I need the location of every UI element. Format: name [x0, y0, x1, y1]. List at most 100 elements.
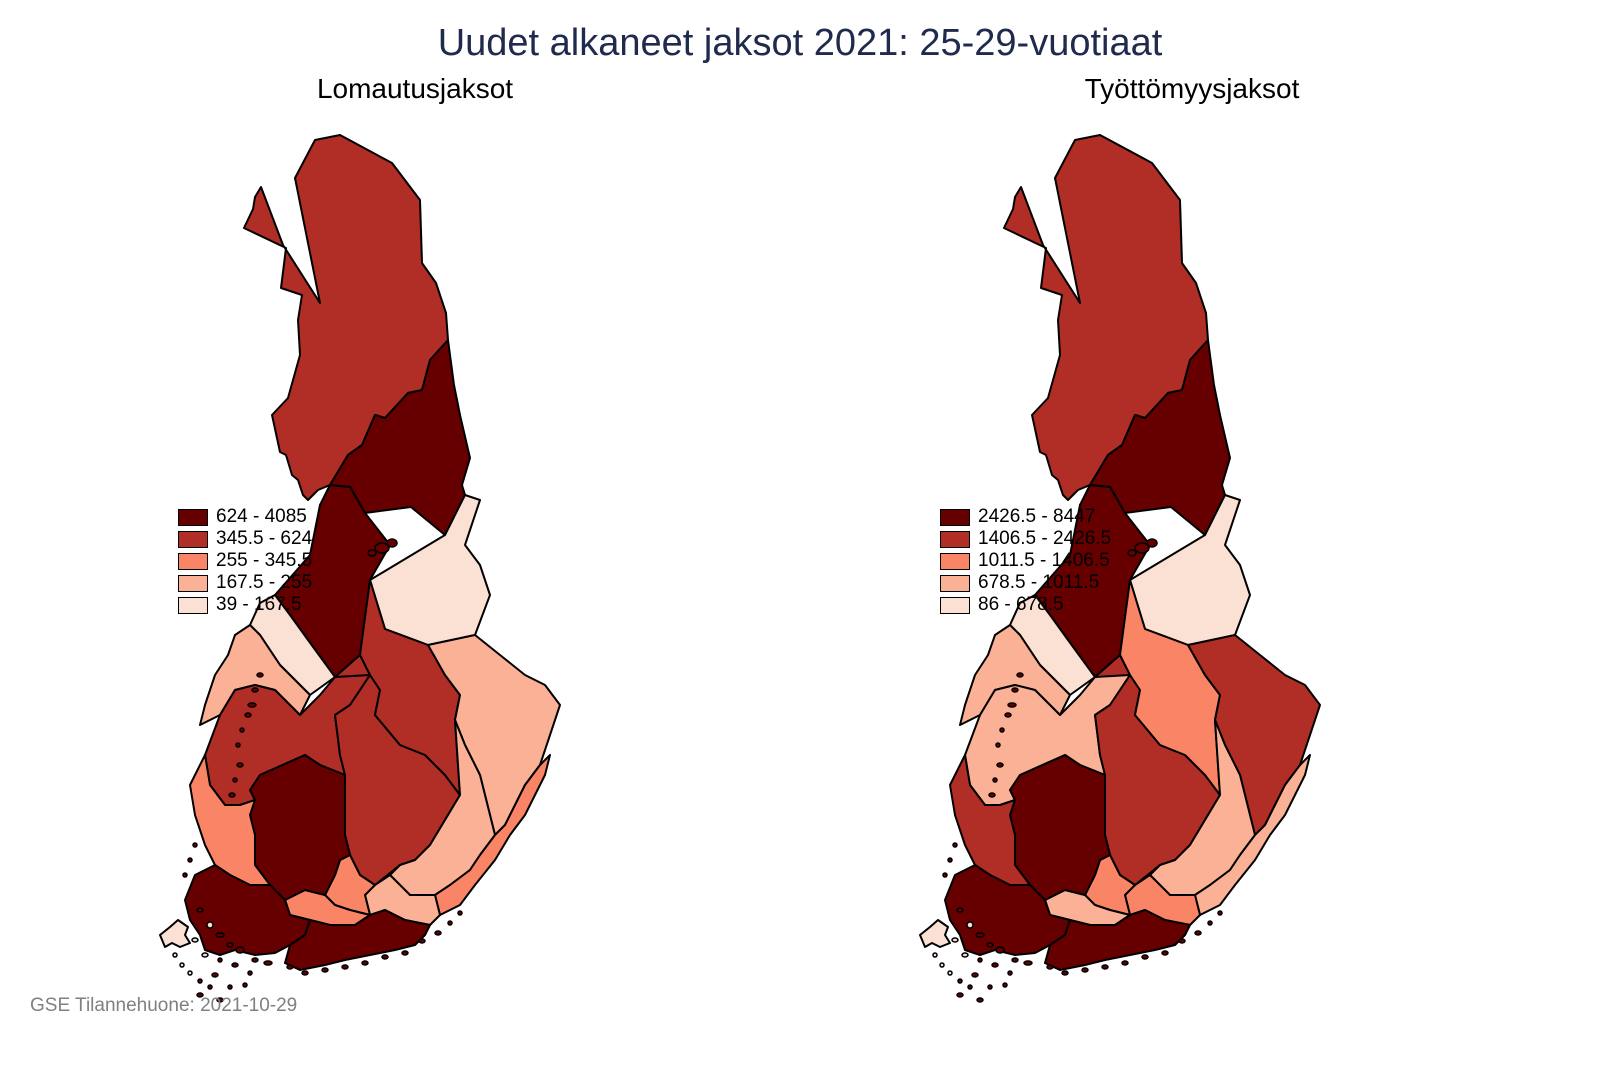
island-1: [386, 538, 398, 548]
island-28: [1046, 964, 1054, 970]
legend-label: 86 - 678.5: [978, 594, 1064, 615]
island-3: [1016, 672, 1024, 678]
region-etela-karjala: [1194, 754, 1311, 916]
island-38: [457, 910, 463, 916]
legend-swatch: [178, 574, 208, 592]
island-0: [1134, 542, 1150, 554]
island-32: [1121, 960, 1129, 966]
legend-swatch: [178, 596, 208, 614]
island-29: [301, 970, 309, 976]
island-3: [256, 672, 264, 678]
island-4: [251, 687, 259, 693]
archipelago-islands: [932, 538, 1223, 1003]
island-16: [966, 921, 974, 929]
island-43: [947, 970, 953, 976]
region-ahvenanmaa: [919, 919, 951, 948]
legend-entry: 39 - 167.5: [178, 594, 312, 616]
island-21: [1023, 960, 1033, 966]
island-27: [971, 972, 979, 978]
legend-swatch: [178, 530, 208, 548]
island-47: [242, 982, 248, 988]
legend-swatch: [178, 508, 208, 526]
archipelago-islands: [172, 538, 463, 1003]
island-45: [207, 984, 213, 990]
island-26: [1007, 970, 1013, 976]
island-10: [232, 777, 238, 783]
island-14: [942, 872, 948, 878]
island-23: [201, 952, 209, 958]
island-35: [1178, 938, 1186, 944]
island-33: [1141, 954, 1149, 960]
legend-swatch: [178, 552, 208, 570]
island-31: [341, 964, 349, 970]
legend-entry: 345.5 - 624: [178, 528, 312, 550]
legend-entry: 678.5 - 1011.5: [940, 572, 1111, 594]
island-34: [1161, 950, 1169, 956]
island-29: [1061, 970, 1069, 976]
island-19: [995, 946, 1005, 954]
island-11: [228, 792, 236, 798]
island-30: [321, 967, 329, 973]
island-39: [196, 992, 204, 998]
island-38: [1217, 910, 1223, 916]
island-17: [975, 932, 985, 938]
island-8: [995, 742, 1001, 748]
region-lappi: [1003, 134, 1209, 501]
region-satakunta: [949, 754, 1031, 886]
map-tyottomyysjaksot: [919, 134, 1321, 1003]
legend-label: 39 - 167.5: [216, 594, 302, 615]
legend-entry: 624 - 4085: [178, 506, 312, 528]
island-5: [247, 702, 257, 708]
island-8: [235, 742, 241, 748]
island-37: [447, 920, 453, 926]
legend-entry: 167.5 - 255: [178, 572, 312, 594]
island-4: [1011, 687, 1019, 693]
map-title-tyottomyysjaksot: Työttömyysjaksot: [1084, 73, 1300, 104]
island-21: [263, 960, 273, 966]
island-20: [1011, 957, 1019, 963]
chart-title: Uudet alkaneet jaksot 2021: 25-29-vuotia…: [437, 22, 1163, 64]
island-23: [961, 952, 969, 958]
legend-label: 2426.5 - 8447: [978, 506, 1096, 527]
legend-swatch: [940, 596, 970, 614]
region-lappi: [243, 134, 449, 501]
island-6: [1004, 712, 1012, 718]
island-36: [434, 930, 442, 936]
island-12: [192, 842, 198, 848]
island-7: [999, 727, 1005, 733]
island-31: [1101, 964, 1109, 970]
island-41: [172, 952, 178, 958]
island-9: [236, 762, 244, 768]
island-33: [381, 954, 389, 960]
island-24: [217, 957, 223, 963]
legend-entry: 86 - 678.5: [940, 594, 1111, 616]
island-0: [374, 542, 390, 554]
island-32: [361, 960, 369, 966]
region-uusimaa: [1044, 909, 1191, 971]
island-12: [952, 842, 958, 848]
island-24: [977, 957, 983, 963]
island-18: [986, 942, 994, 948]
legend-tyottomyysjaksot: 2426.5 - 8447 1406.5 - 2426.5 1011.5 - 140…: [940, 506, 1111, 616]
island-18: [226, 942, 234, 948]
island-6: [244, 712, 252, 718]
legend-label: 624 - 4085: [216, 506, 307, 527]
island-15: [956, 907, 964, 913]
island-46: [227, 984, 233, 990]
island-7: [239, 727, 245, 733]
island-47: [1002, 982, 1008, 988]
legend-entry: 1406.5 - 2426.5: [940, 528, 1111, 550]
legend-swatch: [940, 574, 970, 592]
source-footer: GSE Tilannehuone: 2021-10-29: [30, 995, 298, 1016]
island-20: [251, 957, 259, 963]
legend-label: 1406.5 - 2426.5: [978, 528, 1112, 549]
legend-entry: 2426.5 - 8447: [940, 506, 1111, 528]
island-13: [187, 857, 193, 863]
island-42: [179, 962, 185, 968]
island-22: [951, 937, 959, 943]
island-44: [957, 978, 963, 984]
island-25: [231, 962, 239, 968]
legend-lomautusjaksot: 624 - 4085 345.5 - 624 255 - 345.5 167.5 - …: [178, 506, 312, 616]
island-17: [215, 932, 225, 938]
island-11: [988, 792, 996, 798]
